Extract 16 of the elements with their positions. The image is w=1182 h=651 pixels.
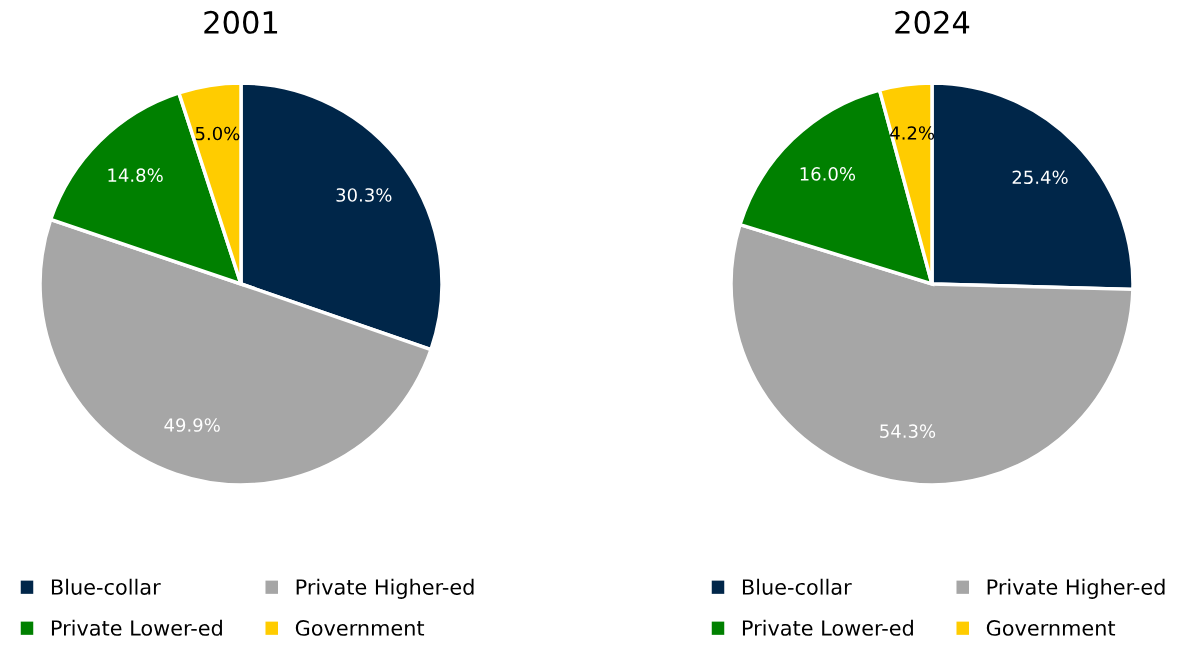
legend-label: Private Higher-ed xyxy=(987,578,1165,599)
data-label: 49.9% xyxy=(164,418,220,432)
chart-title: 2001 xyxy=(204,10,278,34)
data-label: 25.4% xyxy=(1012,170,1068,185)
legend-label: Private Higher-ed xyxy=(296,578,474,599)
data-label: 14.8% xyxy=(108,168,163,182)
legend-label: Government xyxy=(295,620,425,636)
chart-title: 2024 xyxy=(895,10,970,34)
legend-label: Blue-collar xyxy=(742,578,852,595)
legend-label: Government xyxy=(986,620,1116,636)
data-label: 54.3% xyxy=(880,424,936,438)
data-label: 30.3% xyxy=(336,188,392,202)
data-label: 16.0% xyxy=(800,167,856,181)
legend-label: Blue-collar xyxy=(51,578,161,595)
legend-label: Private Lower-ed xyxy=(742,619,913,636)
legend-label: Private Lower-ed xyxy=(51,619,222,636)
